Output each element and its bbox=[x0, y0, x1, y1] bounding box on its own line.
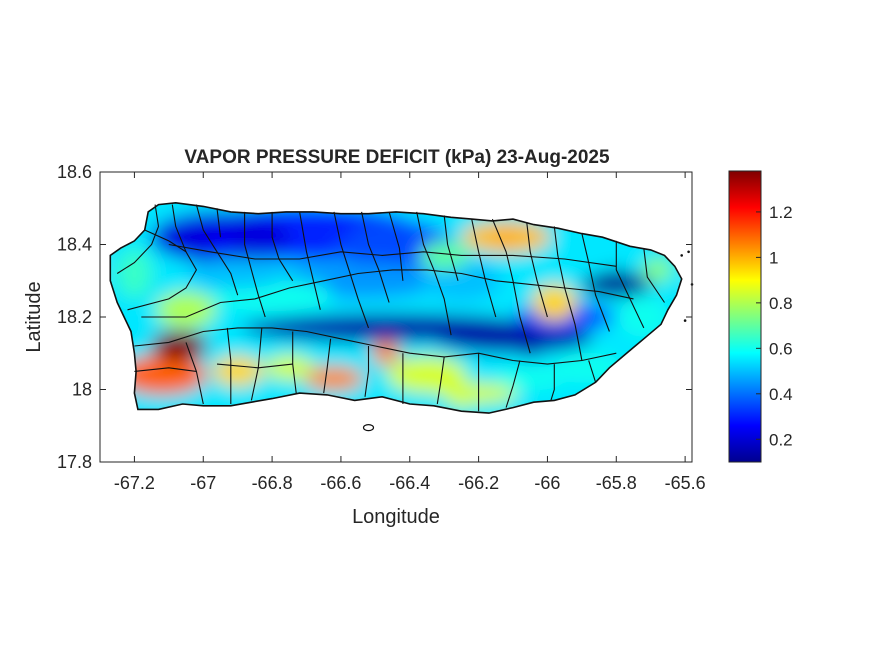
x-axis-ticks: -67.2 -67 -66.8 -66.6 -66.4 -66.2 -66 -65.8 -65.… bbox=[114, 172, 706, 493]
x-tick-label: -67.2 bbox=[114, 473, 155, 493]
boundary-line-36 bbox=[216, 363, 293, 369]
boundary-line-21 bbox=[141, 269, 634, 318]
field-patch-27 bbox=[187, 258, 288, 289]
field-patch-23 bbox=[495, 366, 566, 391]
field-feature-11 bbox=[604, 268, 629, 293]
boundary-line-22 bbox=[168, 243, 617, 267]
field-patch-15 bbox=[117, 355, 207, 395]
boundary-line-3 bbox=[195, 204, 239, 296]
boundary-line-1 bbox=[127, 229, 198, 311]
field-feature-6 bbox=[542, 286, 567, 311]
boundary-line-24 bbox=[226, 327, 232, 404]
boundary-line-0 bbox=[116, 204, 160, 274]
colorbar-tick-label: 0.8 bbox=[769, 294, 793, 313]
field-feature-4 bbox=[449, 384, 474, 409]
boundary-line-11 bbox=[416, 211, 452, 336]
offshore-islets bbox=[362, 250, 694, 432]
boundary-line-34 bbox=[588, 360, 597, 383]
islet-2 bbox=[683, 319, 687, 322]
field-feature-12 bbox=[122, 268, 147, 293]
boundary-line-35 bbox=[134, 367, 197, 372]
boundary-line-15 bbox=[526, 222, 548, 318]
y-tick-label: 18.6 bbox=[57, 162, 92, 182]
field-feature-3 bbox=[373, 341, 398, 366]
colorbar-tick-label: 1 bbox=[769, 248, 778, 267]
field-patch-12 bbox=[419, 241, 470, 270]
field-feature-13 bbox=[569, 359, 594, 384]
x-tick-label: -66.8 bbox=[252, 473, 293, 493]
field-feature-0 bbox=[163, 334, 188, 358]
boundary-line-4 bbox=[216, 208, 222, 238]
chart-title: VAPOR PRESSURE DEFICIT (kPa) 23-Aug-2025 bbox=[184, 147, 610, 168]
boundary-line-17 bbox=[581, 233, 610, 332]
field-feature-8 bbox=[208, 232, 233, 257]
boundary-line-8 bbox=[333, 211, 370, 329]
islet-3 bbox=[680, 254, 683, 257]
x-tick-label: -65.8 bbox=[596, 473, 637, 493]
boundary-line-27 bbox=[323, 338, 332, 394]
islet-0 bbox=[687, 250, 690, 254]
field-patch-17 bbox=[212, 356, 263, 387]
boundary-line-32 bbox=[505, 360, 521, 408]
field-feature-5 bbox=[494, 225, 519, 250]
islet-caja-de-muerto bbox=[362, 424, 375, 432]
y-axis-ticks: 17.8 18 18.2 18.4 18.6 bbox=[57, 162, 692, 472]
field-patch-14 bbox=[156, 291, 216, 328]
boundary-line-14 bbox=[491, 218, 531, 354]
y-tick-label: 18.4 bbox=[57, 235, 92, 255]
field-feature-2 bbox=[322, 366, 346, 391]
x-tick-label: -65.6 bbox=[665, 473, 706, 493]
x-tick-label: -66 bbox=[534, 473, 560, 493]
colorbar-gradient bbox=[728, 170, 762, 463]
boundary-line-20 bbox=[134, 327, 617, 365]
municipality-boundaries bbox=[116, 204, 665, 412]
x-tick-label: -66.2 bbox=[458, 473, 499, 493]
field-patch-26 bbox=[642, 257, 673, 282]
boundary-line-2 bbox=[171, 204, 187, 253]
y-axis-label: Latitude bbox=[23, 281, 45, 352]
field-feature-1 bbox=[139, 370, 164, 395]
x-tick-label: -67 bbox=[190, 473, 216, 493]
boundary-line-12 bbox=[443, 215, 459, 281]
boundary-line-6 bbox=[271, 211, 294, 282]
field-patch-6 bbox=[433, 324, 593, 353]
field-feature-9 bbox=[380, 315, 405, 340]
y-tick-label: 18 bbox=[72, 380, 92, 400]
boundary-line-18 bbox=[615, 240, 645, 329]
x-tick-label: -66.4 bbox=[389, 473, 430, 493]
field-patch-25 bbox=[618, 297, 669, 337]
boundary-line-28 bbox=[364, 346, 370, 397]
boundary-line-7 bbox=[299, 211, 321, 310]
colorbar-tick-label: 0.2 bbox=[769, 430, 793, 449]
colorbar-tick-label: 0.6 bbox=[769, 339, 793, 358]
field-feature-10 bbox=[518, 334, 543, 358]
colorbar-tick-label: 0.4 bbox=[769, 385, 793, 404]
map-axes: -67.2 -67 -66.8 -66.6 -66.4 -66.2 -66 -65.8 -65.… bbox=[57, 162, 706, 493]
boundary-line-33 bbox=[550, 364, 555, 401]
field-feature-7 bbox=[328, 218, 353, 242]
boundary-line-30 bbox=[436, 356, 445, 405]
colorbar-tick-label: 1.2 bbox=[769, 203, 793, 222]
y-tick-label: 18.2 bbox=[57, 307, 92, 327]
coastline bbox=[109, 201, 683, 414]
x-axis-label: Longitude bbox=[352, 506, 440, 528]
field-patch-21 bbox=[387, 357, 467, 393]
colorbar: 0.2 0.4 0.6 0.8 1 1.2 bbox=[728, 170, 793, 463]
boundary-line-19 bbox=[643, 248, 665, 303]
y-tick-label: 17.8 bbox=[57, 452, 92, 472]
boundary-line-13 bbox=[471, 218, 497, 318]
x-tick-label: -66.6 bbox=[320, 473, 361, 493]
colorbar-ticks: 0.2 0.4 0.6 0.8 1 1.2 bbox=[756, 203, 793, 449]
boundary-line-5 bbox=[244, 211, 266, 318]
boundary-line-9 bbox=[361, 211, 390, 303]
field-patch-20 bbox=[264, 355, 315, 380]
